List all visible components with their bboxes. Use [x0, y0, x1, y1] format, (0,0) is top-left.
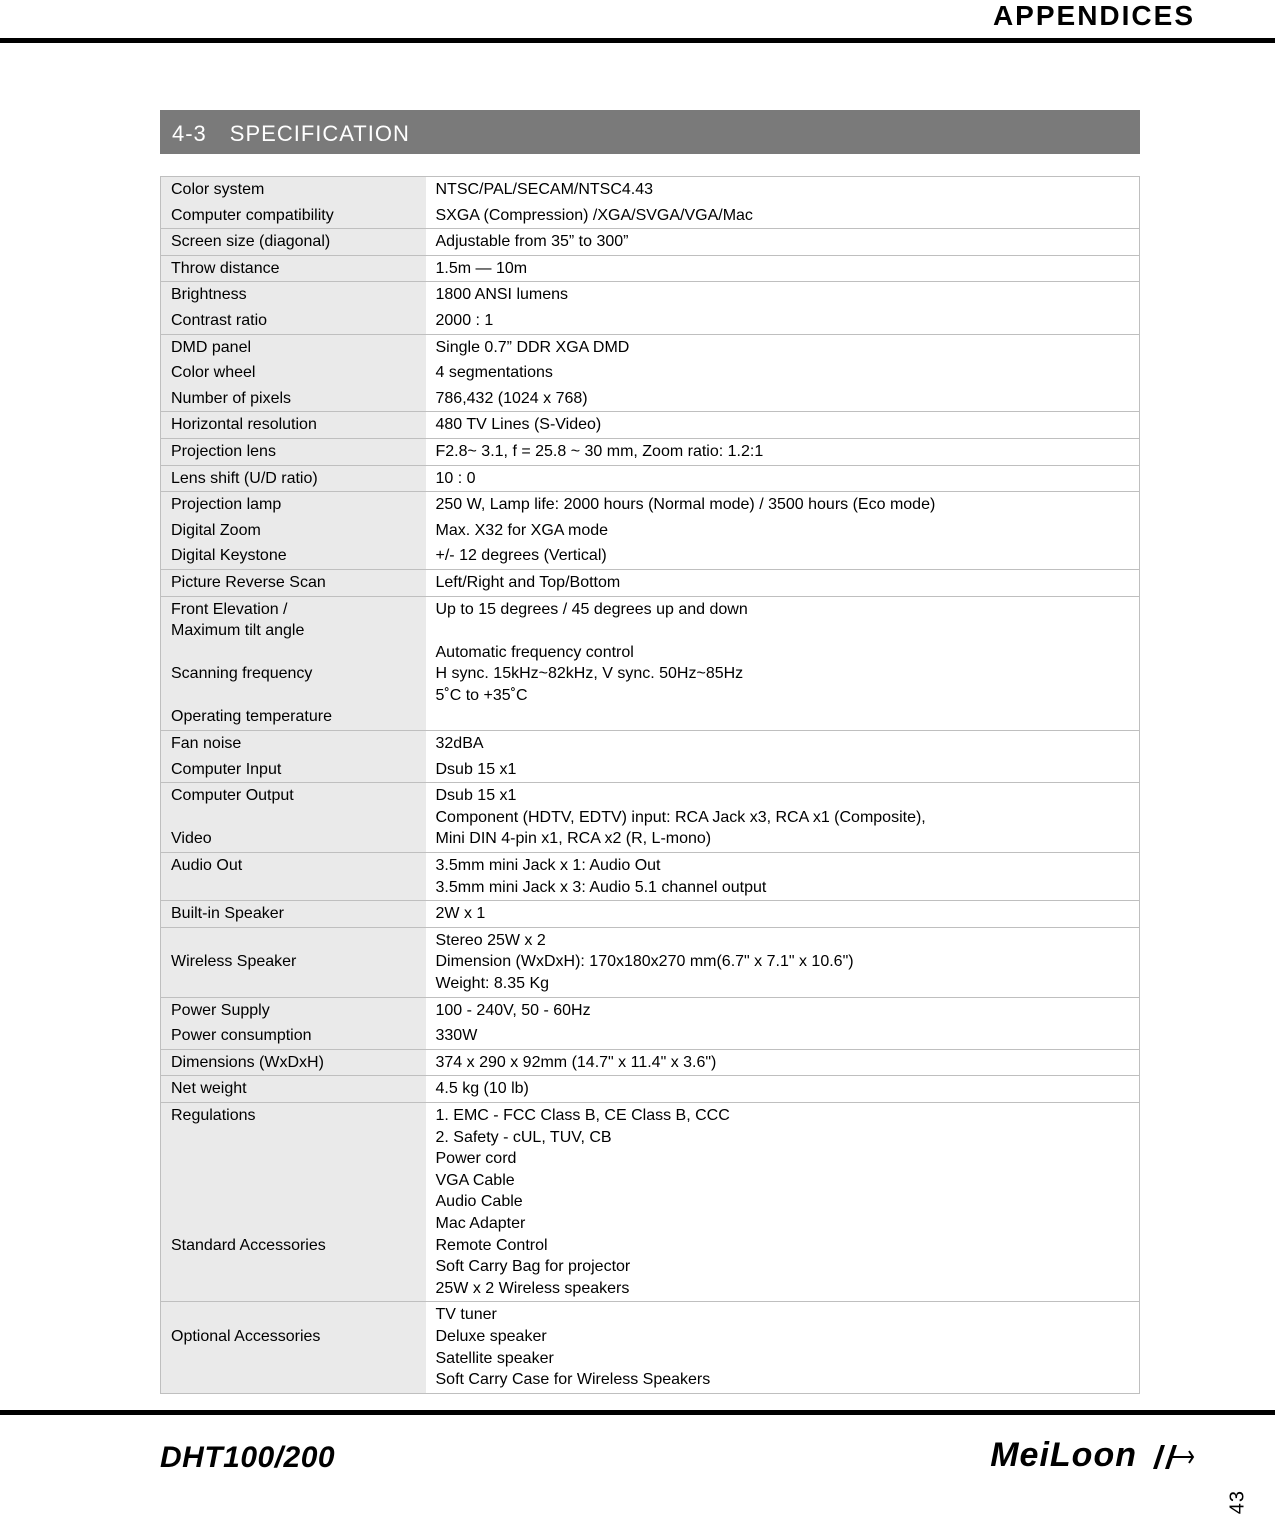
spec-value: 1.5m — 10m: [426, 255, 1140, 282]
spec-label: Dimensions (WxDxH): [161, 1049, 426, 1076]
header-title: APPENDICES: [993, 0, 1195, 32]
spec-label: Screen size (diagonal): [161, 229, 426, 256]
brand-text: MeiLoon: [990, 1436, 1137, 1475]
spec-label: Color wheel: [161, 360, 426, 386]
spec-value: Max. X32 for XGA mode: [426, 518, 1140, 544]
table-row: Number of pixels786,432 (1024 x 768): [161, 386, 1140, 412]
table-row: Brightness1800 ANSI lumens: [161, 282, 1140, 308]
spec-value: 3.5mm mini Jack x 1: Audio Out 3.5mm min…: [426, 853, 1140, 901]
spec-label: Power consumption: [161, 1023, 426, 1049]
spec-label: Digital Zoom: [161, 518, 426, 544]
spec-label: Net weight: [161, 1076, 426, 1103]
spec-value: Dsub 15 x1: [426, 757, 1140, 783]
spec-value: SXGA (Compression) /XGA/SVGA/VGA/Mac: [426, 203, 1140, 229]
top-rule: [0, 38, 1275, 43]
table-row: Lens shift (U/D ratio)10 : 0: [161, 465, 1140, 492]
spec-value: Stereo 25W x 2 Dimension (WxDxH): 170x18…: [426, 927, 1140, 997]
spec-value: F2.8~ 3.1, f = 25.8 ~ 30 mm, Zoom ratio:…: [426, 438, 1140, 465]
spec-label: Throw distance: [161, 255, 426, 282]
table-row: Color systemNTSC/PAL/SECAM/NTSC4.43: [161, 177, 1140, 203]
spec-value: TV tuner Deluxe speaker Satellite speake…: [426, 1302, 1140, 1393]
table-row: Power Supply100 - 240V, 50 - 60Hz: [161, 997, 1140, 1023]
spec-label: Wireless Speaker: [161, 927, 426, 997]
table-row: Optional AccessoriesTV tuner Deluxe spea…: [161, 1302, 1140, 1393]
table-row: Power consumption330W: [161, 1023, 1140, 1049]
section-title: 4-3 SPECIFICATION: [160, 110, 1140, 154]
table-row: Projection lamp250 W, Lamp life: 2000 ho…: [161, 492, 1140, 518]
spec-value: 330W: [426, 1023, 1140, 1049]
spec-value: 10 : 0: [426, 465, 1140, 492]
spec-value: 2W x 1: [426, 901, 1140, 928]
spec-value: 4 segmentations: [426, 360, 1140, 386]
page-number: 43: [1226, 1490, 1249, 1514]
spec-value: 1. EMC - FCC Class B, CE Class B, CCC 2.…: [426, 1102, 1140, 1301]
spec-value: 480 TV Lines (S-Video): [426, 412, 1140, 439]
spec-value: Adjustable from 35” to 300”: [426, 229, 1140, 256]
table-row: Regulations Standard Accessories1. EMC -…: [161, 1102, 1140, 1301]
table-row: Throw distance1.5m — 10m: [161, 255, 1140, 282]
spec-label: Computer compatibility: [161, 203, 426, 229]
table-row: Built-in Speaker2W x 1: [161, 901, 1140, 928]
spec-value: 250 W, Lamp life: 2000 hours (Normal mod…: [426, 492, 1140, 518]
spec-value: Left/Right and Top/Bottom: [426, 569, 1140, 596]
spec-label: Power Supply: [161, 997, 426, 1023]
spec-label: Audio Out: [161, 853, 426, 901]
bottom-rule: [0, 1410, 1275, 1415]
spec-label: Regulations Standard Accessories: [161, 1102, 426, 1301]
spec-label: Horizontal resolution: [161, 412, 426, 439]
table-row: Audio Out3.5mm mini Jack x 1: Audio Out …: [161, 853, 1140, 901]
spec-label: Projection lamp: [161, 492, 426, 518]
spec-value: Up to 15 degrees / 45 degrees up and dow…: [426, 596, 1140, 731]
table-row: Projection lensF2.8~ 3.1, f = 25.8 ~ 30 …: [161, 438, 1140, 465]
table-row: Front Elevation / Maximum tilt angle Sca…: [161, 596, 1140, 731]
table-row: DMD panelSingle 0.7” DDR XGA DMD: [161, 334, 1140, 360]
model-label: DHT100/200: [160, 1441, 335, 1475]
spec-value: Single 0.7” DDR XGA DMD: [426, 334, 1140, 360]
table-row: Horizontal resolution480 TV Lines (S-Vid…: [161, 412, 1140, 439]
spec-label: Color system: [161, 177, 426, 203]
spec-value: 786,432 (1024 x 768): [426, 386, 1140, 412]
spec-value: NTSC/PAL/SECAM/NTSC4.43: [426, 177, 1140, 203]
table-row: Dimensions (WxDxH)374 x 290 x 92mm (14.7…: [161, 1049, 1140, 1076]
spec-value: 1800 ANSI lumens: [426, 282, 1140, 308]
spec-value: 374 x 290 x 92mm (14.7" x 11.4" x 3.6"): [426, 1049, 1140, 1076]
table-row: Picture Reverse ScanLeft/Right and Top/B…: [161, 569, 1140, 596]
table-row: Fan noise32dBA: [161, 731, 1140, 757]
spec-value: 32dBA: [426, 731, 1140, 757]
table-row: Contrast ratio2000 : 1: [161, 308, 1140, 334]
table-row: Computer Output VideoDsub 15 x1 Componen…: [161, 783, 1140, 853]
spec-value: 100 - 240V, 50 - 60Hz: [426, 997, 1140, 1023]
spec-label: Fan noise: [161, 731, 426, 757]
spec-label: Front Elevation / Maximum tilt angle Sca…: [161, 596, 426, 731]
spec-label: Digital Keystone: [161, 543, 426, 569]
table-row: Net weight4.5 kg (10 lb): [161, 1076, 1140, 1103]
spec-value: +/- 12 degrees (Vertical): [426, 543, 1140, 569]
spec-label: Lens shift (U/D ratio): [161, 465, 426, 492]
table-row: Screen size (diagonal)Adjustable from 35…: [161, 229, 1140, 256]
table-row: Digital ZoomMax. X32 for XGA mode: [161, 518, 1140, 544]
table-row: Computer compatibilitySXGA (Compression)…: [161, 203, 1140, 229]
spec-label: DMD panel: [161, 334, 426, 360]
table-row: Wireless SpeakerStereo 25W x 2 Dimension…: [161, 927, 1140, 997]
content: 4-3 SPECIFICATION Color systemNTSC/PAL/S…: [160, 110, 1140, 1394]
spec-value: Dsub 15 x1 Component (HDTV, EDTV) input:…: [426, 783, 1140, 853]
spec-label: Computer Output Video: [161, 783, 426, 853]
spec-label: Number of pixels: [161, 386, 426, 412]
spec-label: Built-in Speaker: [161, 901, 426, 928]
spec-label: Optional Accessories: [161, 1302, 426, 1393]
spec-table: Color systemNTSC/PAL/SECAM/NTSC4.43Compu…: [160, 176, 1140, 1394]
brand-mark-icon: [1151, 1441, 1195, 1471]
spec-value: 2000 : 1: [426, 308, 1140, 334]
spec-label: Contrast ratio: [161, 308, 426, 334]
spec-label: Brightness: [161, 282, 426, 308]
table-row: Computer InputDsub 15 x1: [161, 757, 1140, 783]
table-row: Digital Keystone+/- 12 degrees (Vertical…: [161, 543, 1140, 569]
spec-label: Projection lens: [161, 438, 426, 465]
spec-label: Computer Input: [161, 757, 426, 783]
footer: DHT100/200 MeiLoon: [160, 1436, 1195, 1475]
spec-label: Picture Reverse Scan: [161, 569, 426, 596]
table-row: Color wheel4 segmentations: [161, 360, 1140, 386]
brand-logo: MeiLoon: [990, 1436, 1195, 1475]
spec-value: 4.5 kg (10 lb): [426, 1076, 1140, 1103]
